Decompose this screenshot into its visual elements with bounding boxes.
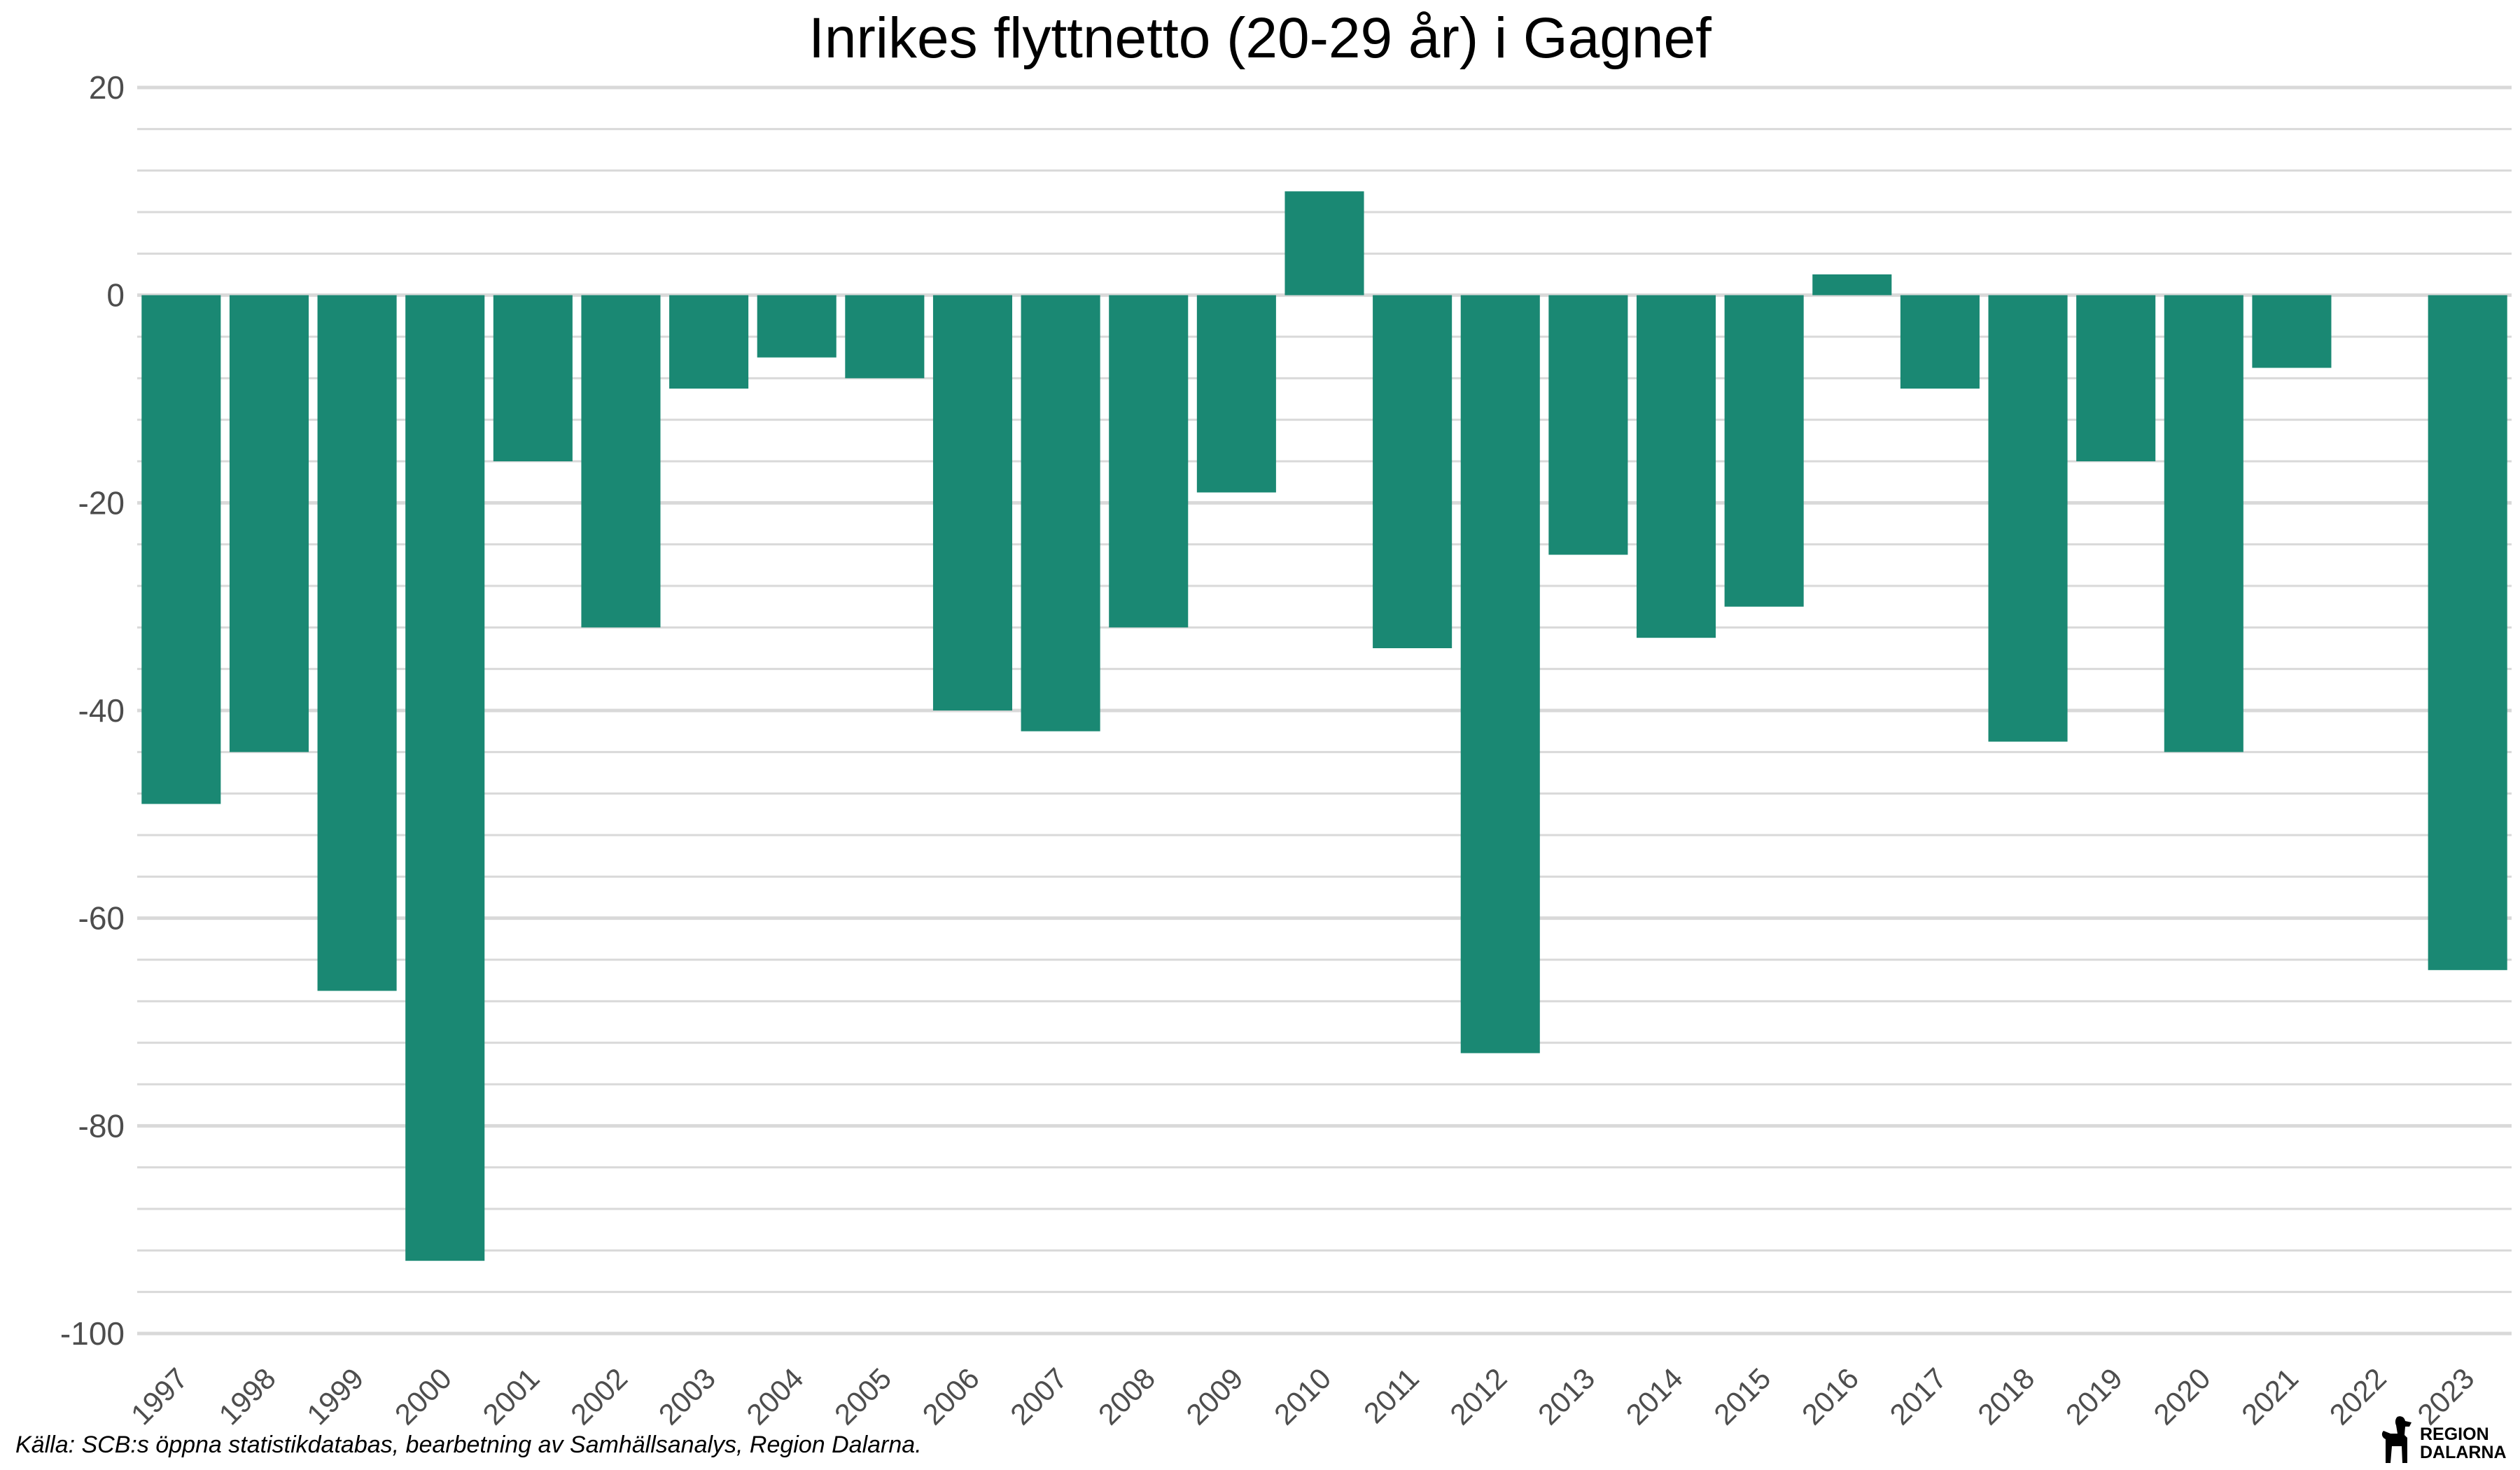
chart-title: Inrikes flyttnetto (20-29 år) i Gagnef: [808, 6, 1712, 70]
bar-2019: [2076, 295, 2156, 461]
y-tick-label: 20: [89, 69, 125, 106]
bar-2021: [2252, 295, 2332, 368]
bar-2012: [1460, 295, 1540, 1054]
bar-2023: [2428, 295, 2507, 970]
x-tick-label: 2008: [1092, 1362, 1161, 1431]
y-tick-label: 0: [106, 277, 125, 314]
x-tick-label: 2001: [476, 1362, 545, 1431]
bar-2017: [1900, 295, 1980, 389]
bar-1998: [229, 295, 309, 752]
x-tick-label: 2000: [388, 1362, 458, 1431]
bar-2018: [1988, 295, 2068, 742]
x-tick-label: 2016: [1795, 1362, 1865, 1431]
bar-2004: [757, 295, 836, 358]
bar-2000: [405, 295, 485, 1261]
x-axis-ticks: 1997 1998 1999 2000 2001 2002 2003 2004 2005 2006…: [125, 1362, 2481, 1431]
x-tick-label: 2017: [1883, 1362, 1952, 1431]
bar-2008: [1109, 295, 1189, 628]
x-tick-label: 2002: [564, 1362, 634, 1431]
bar-2001: [493, 295, 573, 461]
x-tick-label: 2020: [2147, 1362, 2216, 1431]
bar-2014: [1636, 295, 1716, 638]
y-tick-label: -60: [78, 900, 125, 937]
y-axis-ticks: 20 0 -20 -40 -60 -80 -100: [60, 69, 125, 1352]
x-tick-label: 2011: [1357, 1362, 1425, 1429]
x-tick-label: 2009: [1180, 1362, 1249, 1431]
bar-2009: [1196, 295, 1276, 493]
y-tick-label: -40: [78, 692, 125, 729]
y-tick-label: -80: [78, 1107, 125, 1144]
bar-2013: [1548, 295, 1628, 555]
bar-2007: [1021, 295, 1100, 732]
x-tick-label: 2021: [2235, 1362, 2304, 1431]
logo-text-region: REGION: [2420, 1424, 2489, 1444]
x-tick-label: 2015: [1707, 1362, 1777, 1431]
bar-1997: [141, 295, 221, 804]
x-tick-label: 2012: [1443, 1362, 1513, 1431]
x-tick-label: 1999: [300, 1362, 370, 1431]
bar-2005: [845, 295, 925, 379]
region-dalarna-logo: REGION DALARNA: [2376, 1413, 2510, 1467]
x-tick-label: 2006: [916, 1362, 986, 1431]
bar-2015: [1724, 295, 1804, 607]
x-tick-label: 2007: [1004, 1362, 1073, 1431]
source-caption: Källa: SCB:s öppna statistikdatabas, bea…: [15, 1432, 922, 1458]
x-tick-label: 2005: [828, 1362, 897, 1431]
x-tick-label: 2004: [740, 1362, 809, 1431]
bar-2020: [2164, 295, 2244, 752]
dala-horse-icon: [2381, 1416, 2412, 1463]
x-tick-label: 1997: [125, 1362, 194, 1431]
bar-2003: [669, 295, 749, 389]
logo-text-dalarna: DALARNA: [2420, 1443, 2507, 1462]
x-tick-label: 2019: [2059, 1362, 2129, 1431]
x-tick-label: 2014: [1620, 1362, 1689, 1431]
y-tick-label: -20: [78, 484, 125, 521]
x-tick-label: 2003: [652, 1362, 722, 1431]
x-tick-label: 1998: [213, 1362, 282, 1431]
bar-2006: [932, 295, 1013, 711]
x-tick-label: 2013: [1532, 1362, 1601, 1431]
x-tick-label: 2010: [1268, 1362, 1337, 1431]
bar-2002: [581, 295, 661, 628]
bar-2010: [1284, 191, 1364, 295]
bar-2016: [1812, 274, 1892, 295]
bar-2011: [1373, 295, 1452, 648]
bar-1999: [317, 295, 397, 991]
bars: [141, 191, 2507, 1261]
x-tick-label: 2018: [1971, 1362, 2040, 1431]
y-tick-label: -100: [60, 1315, 125, 1352]
